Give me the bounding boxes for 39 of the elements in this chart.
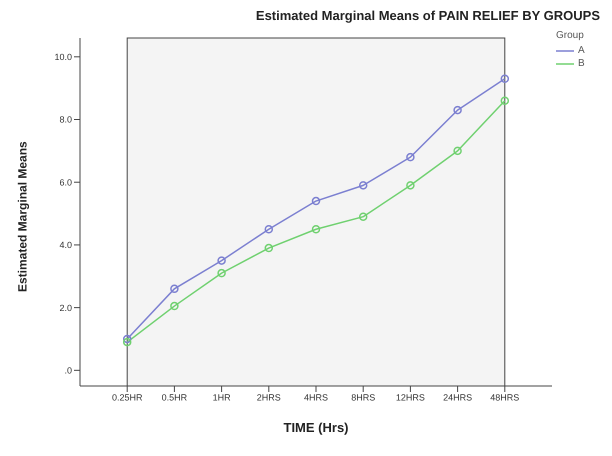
point <box>264 224 274 234</box>
point <box>406 181 415 190</box>
y-tick-label: 10.0 <box>54 52 72 62</box>
y-tick-label: 8.0 <box>59 114 72 125</box>
x-tick-label: 0.25HR <box>112 392 143 402</box>
point <box>170 284 179 294</box>
x-axis-title: TIME (Hrs) <box>284 420 348 435</box>
y-tick-label: .0 <box>64 366 72 376</box>
x-tick-label: 0.5HR <box>162 392 188 402</box>
x-tick-label: 8HRS <box>351 392 376 402</box>
y-tick-label: 2.0 <box>59 302 72 313</box>
x-tick-label: 12HRS <box>396 392 425 402</box>
chart-title: Estimated Marginal Means of PAIN RELIEF BY GROUPS <box>254 8 601 25</box>
x-tick-label: 48HRS <box>490 392 520 402</box>
legend-label: A <box>578 45 585 56</box>
point <box>122 334 132 344</box>
legend-title: Group <box>556 30 585 41</box>
y-tick-label: 4.0 <box>59 240 72 250</box>
point <box>122 338 132 346</box>
y-axis-title: Estimated Marginal Means <box>15 140 30 292</box>
point <box>312 224 320 234</box>
x-tick-label: 1HR <box>212 392 232 402</box>
point <box>358 212 368 221</box>
point <box>406 152 415 162</box>
x-tick-label: 4HRS <box>304 392 328 402</box>
y-tick-label: 6.0 <box>59 177 72 188</box>
x-tick-label: 2HRS <box>256 392 281 402</box>
point <box>264 244 274 252</box>
point <box>217 256 226 265</box>
point <box>170 302 179 310</box>
legend-label: B <box>578 58 585 69</box>
point <box>500 96 510 105</box>
point <box>500 74 510 84</box>
x-tick-label: 24HRS <box>443 392 472 402</box>
point <box>217 268 226 278</box>
point <box>453 146 462 156</box>
point <box>358 181 368 190</box>
point <box>453 106 462 114</box>
point <box>312 196 320 206</box>
